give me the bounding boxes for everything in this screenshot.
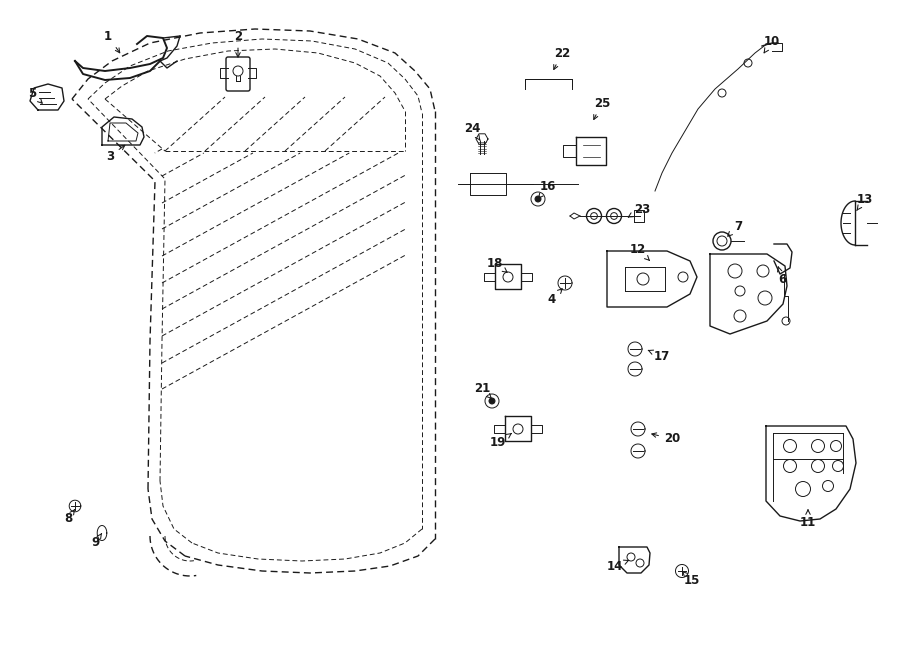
Text: 7: 7 [728,219,742,236]
Text: 24: 24 [464,122,481,141]
Text: 15: 15 [682,572,700,588]
Circle shape [489,398,495,404]
Text: 8: 8 [64,510,75,525]
Text: 12: 12 [630,243,650,260]
Circle shape [535,196,541,202]
Text: 19: 19 [490,434,511,449]
Text: 9: 9 [91,533,102,549]
Text: 5: 5 [28,87,42,103]
Text: 21: 21 [474,383,491,399]
Text: 4: 4 [548,289,562,305]
Text: 3: 3 [106,145,125,163]
Text: 20: 20 [652,432,680,446]
Text: 14: 14 [607,559,629,572]
Text: 18: 18 [487,256,507,272]
Text: 6: 6 [778,267,786,286]
Text: 13: 13 [857,192,873,211]
Text: 11: 11 [800,510,816,529]
Text: 1: 1 [104,30,120,53]
Text: 25: 25 [594,97,610,120]
Text: 2: 2 [234,30,242,57]
Text: 23: 23 [628,202,650,217]
Text: 17: 17 [648,350,670,362]
Text: 16: 16 [539,180,556,198]
Text: 22: 22 [554,46,570,69]
Text: 10: 10 [764,34,780,53]
